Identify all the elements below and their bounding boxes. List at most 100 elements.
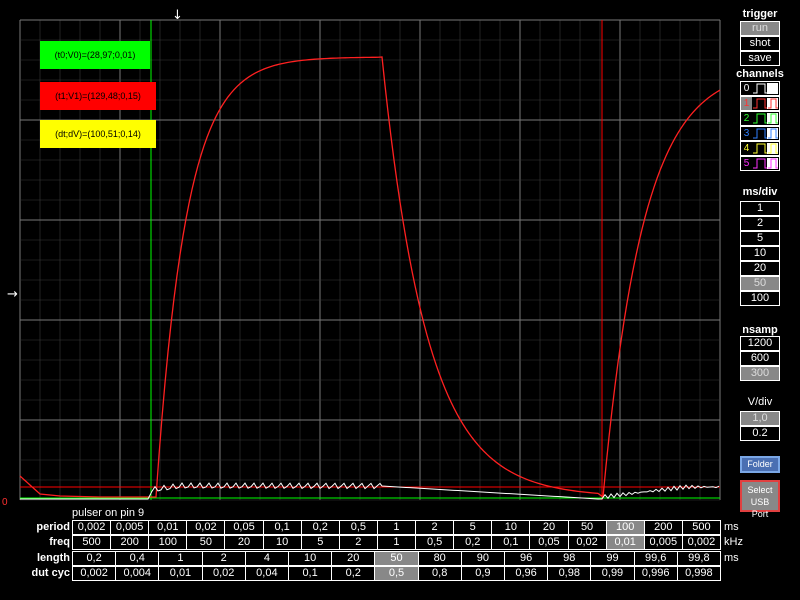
pulser-cell[interactable]: 50	[374, 551, 419, 566]
pulser-cell[interactable]: 100	[605, 520, 645, 535]
pulser-cell[interactable]: 0,5	[415, 535, 455, 550]
pulser-cell[interactable]: 1	[376, 535, 417, 550]
pulser-cell[interactable]: 0,4	[115, 551, 160, 566]
pulser-cell[interactable]: 0,005	[643, 535, 683, 550]
pulser-cell[interactable]: 0,2	[300, 520, 340, 535]
pulser-unit-label: ms	[724, 552, 739, 564]
pulser-cell[interactable]: 0,998	[676, 566, 721, 581]
pulser-cell[interactable]: 0,01	[148, 520, 188, 535]
trigger-button-save[interactable]: save	[740, 51, 780, 66]
channel-5-toggle[interactable]: 5	[740, 156, 780, 171]
pulser-cell[interactable]: 4	[244, 551, 289, 566]
vdiv-option-1-0[interactable]: 1,0	[740, 411, 780, 426]
pulser-cell[interactable]: 50	[186, 535, 226, 550]
pulser-cell[interactable]: 80	[417, 551, 462, 566]
pulser-cell[interactable]: 0,02	[201, 566, 246, 581]
channel-number: 4	[743, 143, 750, 154]
msdiv-option-10[interactable]: 10	[740, 246, 780, 261]
nsamp-option-1200[interactable]: 1200	[740, 336, 780, 351]
pulser-cell[interactable]: 1	[376, 520, 417, 535]
pulser-cell[interactable]: 0,05	[529, 535, 569, 550]
pulser-cell[interactable]: 0,1	[491, 535, 531, 550]
vdiv-title: V/div	[747, 396, 773, 408]
pulser-cell[interactable]: 0,05	[224, 520, 264, 535]
pulser-cell[interactable]: 100	[148, 535, 188, 550]
pulser-unit-label: kHz	[724, 536, 743, 548]
pulser-cell[interactable]: 0,1	[262, 520, 302, 535]
pulser-cell[interactable]: 0,04	[244, 566, 289, 581]
vdiv-option-0-2[interactable]: 0.2	[740, 426, 780, 441]
pulser-cell[interactable]: 2	[338, 535, 378, 550]
pulser-cell[interactable]: 0,99	[590, 566, 635, 581]
nsamp-option-300[interactable]: 300	[740, 366, 780, 381]
pulser-cell[interactable]: 0,996	[633, 566, 678, 581]
msdiv-option-50[interactable]: 50	[740, 276, 780, 291]
pulser-cell[interactable]: 0,2	[453, 535, 493, 550]
pulser-cell[interactable]: 99,8	[676, 551, 721, 566]
pulser-cell[interactable]: 0,01	[158, 566, 203, 581]
channel-0-toggle[interactable]: 0	[740, 81, 780, 96]
pulser-cell[interactable]: 10	[491, 520, 531, 535]
channel-4-toggle[interactable]: 4	[740, 141, 780, 156]
pulser-cell[interactable]: 10	[288, 551, 333, 566]
channel-2-toggle[interactable]: 2	[740, 111, 780, 126]
pulser-cell[interactable]: 2	[201, 551, 246, 566]
msdiv-option-5[interactable]: 5	[740, 231, 780, 246]
usb-label-line2: USB Port	[750, 497, 770, 519]
msdiv-option-20[interactable]: 20	[740, 261, 780, 276]
trigger-button-run[interactable]: run	[740, 21, 780, 36]
pulser-cell[interactable]: 200	[643, 520, 683, 535]
pulser-cell[interactable]: 0,002	[72, 520, 112, 535]
select-usb-port-button[interactable]: Select USB Port	[740, 480, 780, 519]
pulser-cell[interactable]: 0,98	[547, 566, 592, 581]
pulser-cell[interactable]: 96	[504, 551, 549, 566]
pulser-cell[interactable]: 20	[224, 535, 264, 550]
pulser-cell[interactable]: 0,96	[504, 566, 549, 581]
pulser-cell[interactable]: 0,5	[338, 520, 378, 535]
pulser-cell[interactable]: 0,002	[681, 535, 721, 550]
pulser-row-label-3: dut cyc	[31, 567, 70, 579]
pulser-cell[interactable]: 99,6	[633, 551, 678, 566]
pulser-cell[interactable]: 1	[158, 551, 203, 566]
msdiv-title: ms/div	[742, 186, 778, 198]
msdiv-option-1[interactable]: 1	[740, 201, 780, 216]
pulser-cell[interactable]: 20	[331, 551, 376, 566]
pulser-cell[interactable]: 500	[681, 520, 721, 535]
pulser-cell[interactable]: 0,8	[417, 566, 462, 581]
pulser-cell[interactable]: 5	[453, 520, 493, 535]
cursor-t0-v0-readout: (t0;V0)=(28,97;0,01)	[40, 41, 150, 69]
nsamp-option-600[interactable]: 600	[740, 351, 780, 366]
channel-3-toggle[interactable]: 3	[740, 126, 780, 141]
pulser-cell[interactable]: 98	[547, 551, 592, 566]
pulser-cell[interactable]: 0,5	[374, 566, 419, 581]
trigger-button-shot[interactable]: shot	[740, 36, 780, 51]
pulser-cell[interactable]: 200	[110, 535, 150, 550]
pulser-cell[interactable]: 0,004	[115, 566, 160, 581]
pulser-cell[interactable]: 0,005	[110, 520, 150, 535]
pulser-cell[interactable]: 0,2	[72, 551, 117, 566]
pulser-cell[interactable]: 10	[262, 535, 302, 550]
channel-1-toggle[interactable]: 1	[740, 96, 780, 111]
msdiv-option-2[interactable]: 2	[740, 216, 780, 231]
scope-display[interactable]: 0 ↓ →	[0, 0, 800, 510]
pulser-row-label-2: length	[37, 552, 70, 564]
pulser-cell[interactable]: 90	[460, 551, 505, 566]
pulser-cell[interactable]: 0,002	[72, 566, 117, 581]
pulser-cell[interactable]: 5	[300, 535, 340, 550]
trigger-level-arrow: →	[7, 287, 18, 302]
folder-button[interactable]: Folder	[740, 456, 780, 473]
pulser-cell[interactable]: 0,01	[605, 535, 645, 550]
pulser-cell[interactable]: 0,02	[567, 535, 607, 550]
channel-number: 5	[743, 158, 750, 169]
msdiv-option-100[interactable]: 100	[740, 291, 780, 306]
cursor-dt-dv-readout: (dt;dV)=(100,51;0,14)	[40, 120, 156, 148]
pulser-cell[interactable]: 50	[567, 520, 607, 535]
pulser-cell[interactable]: 0,1	[288, 566, 333, 581]
pulser-cell[interactable]: 0,02	[186, 520, 226, 535]
pulser-cell[interactable]: 20	[529, 520, 569, 535]
pulser-cell[interactable]: 0,9	[460, 566, 505, 581]
pulser-cell[interactable]: 0,2	[331, 566, 376, 581]
pulser-cell[interactable]: 2	[415, 520, 455, 535]
pulser-cell[interactable]: 500	[72, 535, 112, 550]
pulser-cell[interactable]: 99	[590, 551, 635, 566]
